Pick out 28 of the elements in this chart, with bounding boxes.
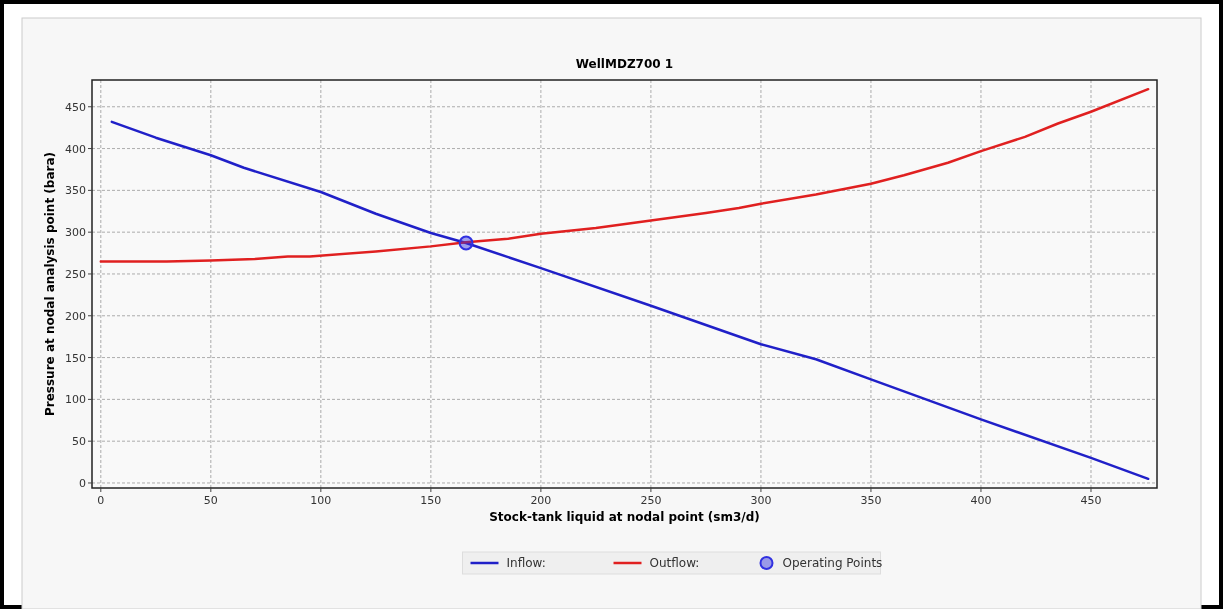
x-tick-label: 50	[203, 494, 218, 507]
y-tick-label: 150	[65, 351, 86, 365]
line-series	[110, 120, 1150, 481]
line-series	[99, 87, 1150, 263]
x-tick-label: 250	[640, 494, 662, 507]
x-tick-label: 200	[530, 494, 552, 507]
y-tick-label: 0	[79, 476, 86, 490]
y-tick-label: 400	[65, 142, 86, 156]
x-axis-title: Stock-tank liquid at nodal point (sm3/d)	[489, 510, 760, 524]
x-tick-label: 0	[97, 494, 105, 507]
y-tick-label: 300	[65, 226, 86, 240]
chart-title: WellMDZ700 1	[575, 57, 674, 71]
x-tick-label: 150	[420, 494, 442, 507]
legend-label: Inflow:	[506, 556, 546, 570]
x-tick-label: 100	[310, 494, 332, 507]
x-tick-label: 350	[860, 494, 882, 507]
y-tick-label: 100	[65, 393, 86, 407]
y-tick-label: 250	[65, 267, 86, 281]
y-tick-label: 50	[72, 435, 86, 449]
legend-label: Operating Points	[782, 556, 883, 570]
y-tick-label: 450	[65, 100, 86, 114]
y-tick-label: 200	[65, 309, 86, 323]
y-tick-label: 350	[65, 184, 86, 198]
x-tick-label: 450	[1080, 494, 1102, 507]
y-axis-title: Pressure at nodal analysis point (bara)	[43, 151, 57, 417]
legend-label: Outflow:	[649, 556, 700, 570]
x-tick-label: 400	[970, 494, 992, 507]
x-tick-label: 300	[750, 494, 772, 507]
